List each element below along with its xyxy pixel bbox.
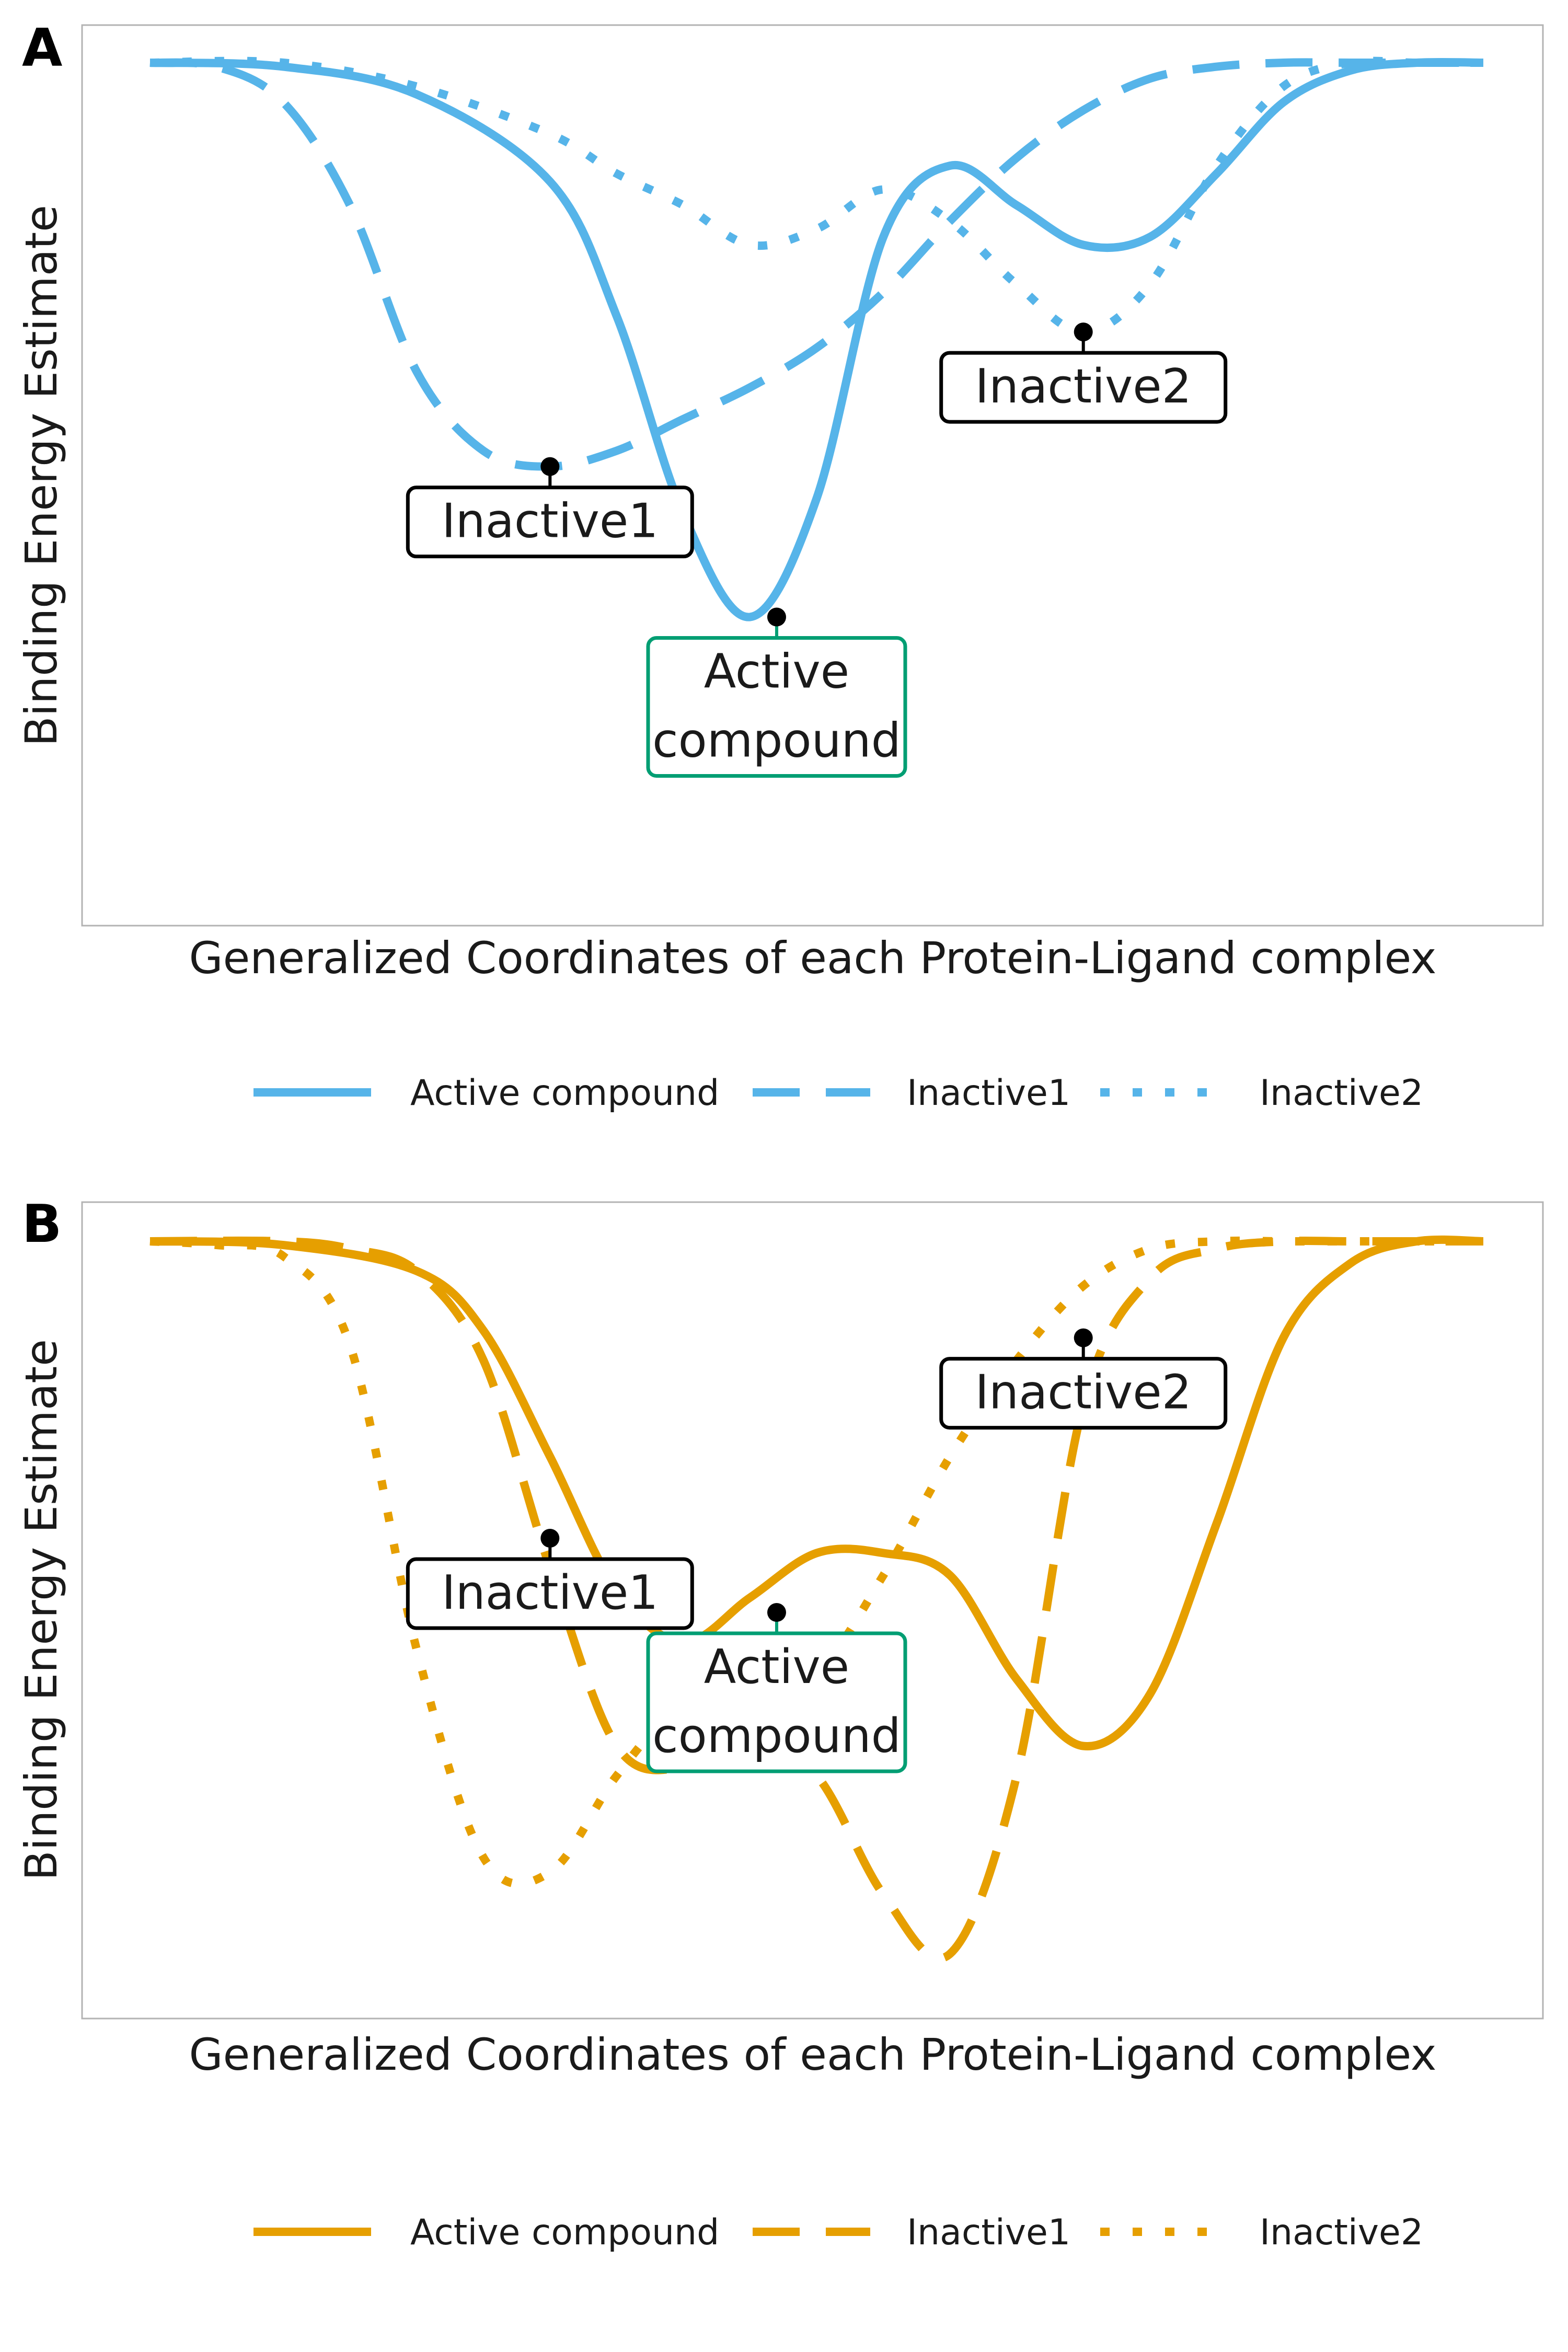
legend-item-inactive1: Inactive1 xyxy=(753,1073,1070,1114)
plot-frame-b xyxy=(81,1201,1544,2020)
annotation-label-box xyxy=(646,636,907,778)
series-line-active-compound xyxy=(149,57,1484,621)
annotation-label-box xyxy=(939,1357,1228,1430)
annotation-inactive2: Inactive2 xyxy=(939,1328,1228,1430)
annotation-point xyxy=(540,1529,560,1548)
legend-item-inactive2: Inactive2 xyxy=(1100,1073,1423,1114)
y-axis-title-a: Binding Energy Estimate xyxy=(16,205,67,746)
x-axis-title-b: Generalized Coordinates of each Protein-… xyxy=(189,2029,1437,2080)
legend-b: Active compound Inactive1 Inactive2 xyxy=(253,2212,1423,2253)
annotation-label-text: Inactive1 xyxy=(442,1565,658,1620)
panel-a: A Binding Energy Estimate Generalized Co… xyxy=(16,17,1544,1114)
legend-item-active-compound: Active compound xyxy=(253,2212,719,2253)
panel-label-a: A xyxy=(22,17,62,78)
series-line-active-compound xyxy=(149,1235,1484,1751)
annotation-active-compound: Active compound xyxy=(646,1603,907,1773)
annotation-label-text: Inactive1 xyxy=(442,494,658,549)
annotations-a: Inactive1 Inactive2 Active compound xyxy=(406,322,1228,778)
annotation-label-box xyxy=(646,1631,907,1773)
annotation-label-text: Active xyxy=(704,1640,849,1694)
annotation-label-box xyxy=(406,486,694,559)
annotation-inactive1: Inactive1 xyxy=(406,1529,694,1630)
series-line-inactive1 xyxy=(149,1236,1483,1963)
annotation-point xyxy=(1074,322,1093,342)
annotation-inactive2: Inactive2 xyxy=(939,322,1228,424)
annotation-label-text: compound xyxy=(652,1709,901,1763)
annotation-point xyxy=(767,1603,786,1622)
legend-a: Active compound Inactive1 Inactive2 xyxy=(253,1073,1423,1114)
annotations-b: Inactive1 Inactive2 Active compound xyxy=(406,1328,1228,1773)
x-axis-title-a: Generalized Coordinates of each Protein-… xyxy=(189,932,1437,984)
annotation-inactive1: Inactive1 xyxy=(406,457,694,559)
series-lines-b xyxy=(149,1235,1484,1963)
series-line-inactive1 xyxy=(149,58,1483,471)
y-axis-title-b: Binding Energy Estimate xyxy=(16,1339,67,1881)
legend-label-active-compound: Active compound xyxy=(410,2212,719,2253)
plot-frame-a xyxy=(81,24,1544,927)
annotation-point xyxy=(540,457,560,476)
annotation-label-text: Inactive2 xyxy=(975,1365,1191,1420)
legend-item-inactive2: Inactive2 xyxy=(1100,2212,1423,2253)
annotation-label-box xyxy=(406,1557,694,1630)
legend-label-active-compound: Active compound xyxy=(410,1073,719,1114)
series-line-inactive2 xyxy=(149,56,1483,337)
annotation-label-text: Active xyxy=(704,644,849,699)
annotation-label-text: Inactive2 xyxy=(975,359,1191,414)
annotation-label-text: compound xyxy=(652,713,901,768)
annotation-active-compound: Active compound xyxy=(646,607,907,778)
panel-b: B Binding Energy Estimate Generalized Co… xyxy=(16,1193,1544,2253)
annotation-label-box xyxy=(939,351,1228,424)
legend-label-inactive1: Inactive1 xyxy=(907,1073,1070,1114)
panel-label-b: B xyxy=(22,1193,62,1254)
annotation-point xyxy=(1074,1328,1093,1347)
series-lines-a xyxy=(149,56,1484,621)
legend-item-active-compound: Active compound xyxy=(253,1073,719,1114)
legend-label-inactive1: Inactive1 xyxy=(907,2212,1070,2253)
legend-label-inactive2: Inactive2 xyxy=(1260,2212,1423,2253)
legend-label-inactive2: Inactive2 xyxy=(1260,1073,1423,1114)
annotation-point xyxy=(767,607,786,627)
legend-item-inactive1: Inactive1 xyxy=(753,2212,1070,2253)
